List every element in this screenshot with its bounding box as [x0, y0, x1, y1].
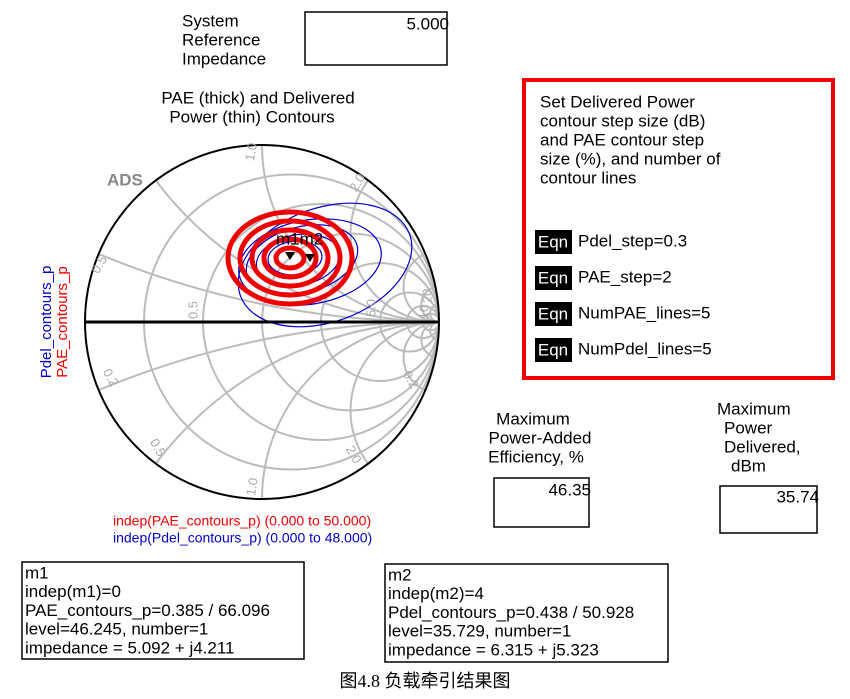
label-line: and PAE contour step [540, 130, 704, 149]
label-line: Reference [182, 30, 260, 49]
label-line: System [182, 11, 239, 30]
grid-label: 0.5 [147, 436, 169, 459]
eqn-tag: Eqn [538, 340, 568, 359]
marker-box [384, 563, 669, 663]
marker-label: m1m2 [276, 229, 323, 248]
grid-label: 1.0 [243, 477, 261, 497]
marker [305, 254, 315, 262]
label-line: PAE_contours_p=0.385 / 66.096 [25, 601, 270, 620]
label-line: size (%), and number of [540, 149, 721, 168]
value-box [719, 485, 818, 534]
reactance-arc [402, 321, 439, 394]
eqn-tag: Eqn [538, 232, 568, 251]
equation: PAE_step=2 [578, 267, 672, 286]
value: 5.000 [406, 14, 449, 33]
eqn-badge [535, 302, 572, 326]
marker-box [21, 561, 305, 660]
eqn-tag: Eqn [538, 268, 568, 287]
badge: ADS [107, 170, 143, 189]
reactance-arc [402, 250, 439, 324]
reactance-arc [349, 321, 439, 499]
eqn-badge [535, 338, 572, 362]
label-line: Pdel_contours_p=0.438 / 50.928 [388, 603, 634, 622]
grid-label: 10 [416, 305, 431, 319]
equation: Pdel_step=0.3 [578, 231, 687, 250]
grid-label: 2.0 [346, 171, 368, 194]
value: 46.35 [548, 480, 591, 499]
caption: 图4.8 负载牵引结果图 [340, 671, 511, 691]
pae-contour [261, 236, 319, 280]
pae-contour [225, 209, 355, 307]
reactance-arc [349, 145, 439, 323]
label-line: m1 [25, 563, 49, 582]
marker [285, 252, 295, 260]
pae-contour [249, 227, 331, 289]
legend-entry: indep(Pdel_contours_p) (0.000 to 48.000) [113, 530, 372, 546]
label-line: level=35.729, number=1 [388, 622, 571, 641]
value-box [304, 11, 448, 66]
label-line: level=46.245, number=1 [25, 620, 208, 639]
axis-label: Pdel_contours_p [38, 266, 55, 379]
label-line: contour step size (dB) [540, 111, 705, 130]
equation: NumPdel_lines=5 [578, 339, 712, 358]
eqn-tag: Eqn [538, 304, 568, 323]
grid-label: 1.0 [242, 142, 260, 162]
value: 35.74 [776, 487, 819, 506]
grid-label: 20 [419, 289, 434, 303]
grid-label: 5.0 [363, 299, 378, 317]
eqn-badge [535, 266, 572, 290]
label-line: Set Delivered Power [540, 92, 695, 111]
label-line: Power [724, 418, 773, 437]
contours [225, 202, 413, 328]
label-line: contour lines [540, 168, 636, 187]
label-line: Maximum [717, 399, 791, 418]
label-line: indep(m2)=4 [388, 584, 484, 603]
label-line: Impedance [182, 49, 266, 68]
settings-box [522, 78, 835, 380]
pae-contour [273, 245, 307, 271]
label-line: impedance = 5.092 + j4.211 [25, 638, 235, 657]
grid-label: 2.0 [343, 443, 365, 466]
label-line: PAE (thick) and Delivered [161, 88, 354, 107]
value-box [493, 477, 590, 528]
label-line: Power-Added [488, 428, 591, 447]
label-line: m2 [388, 565, 412, 584]
grid-label: 0.5 [185, 301, 200, 319]
pae-contour [237, 218, 343, 298]
label-line: dBm [731, 456, 766, 475]
equation: NumPAE_lines=5 [578, 303, 710, 322]
legend-entry: indep(PAE_contours_p) (0.000 to 50.000) [113, 513, 371, 529]
axis-label: PAE_contours_p [54, 266, 71, 377]
label-line: Efficiency, % [488, 447, 584, 466]
label-line: Power (thin) Contours [169, 107, 334, 126]
label-line: Delivered, [724, 437, 801, 456]
label-line: Maximum [496, 409, 570, 428]
label-line: impedance = 6.315 + j5.323 [388, 640, 599, 659]
grid-label: 0.2 [100, 366, 122, 389]
eqn-badge [535, 230, 572, 254]
label-line: indep(m1)=0 [25, 582, 121, 601]
